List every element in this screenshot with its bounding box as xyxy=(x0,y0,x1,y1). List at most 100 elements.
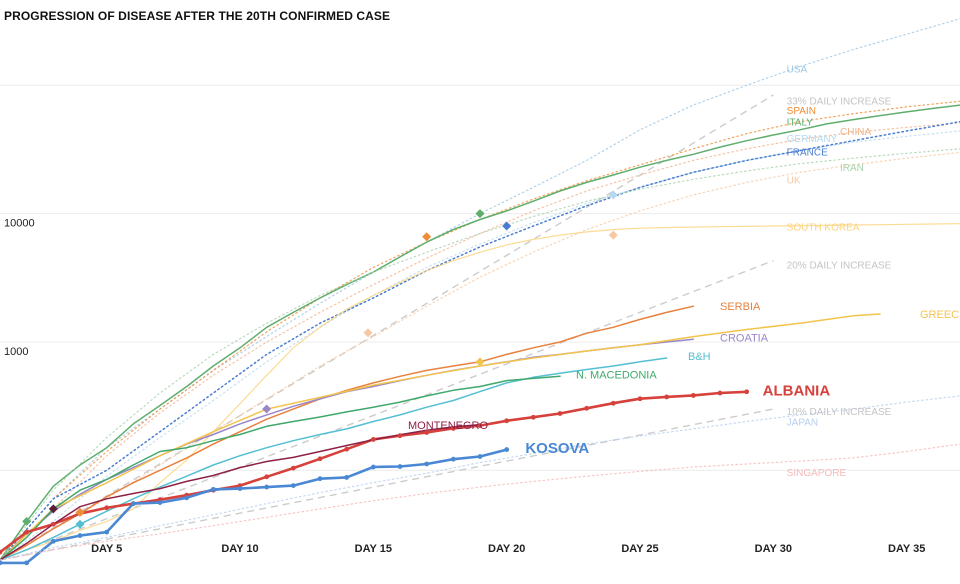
series-line-kosova xyxy=(0,448,509,565)
series-label-singapore: SINGAPORE xyxy=(787,468,847,479)
x-tick-label: DAY 10 xyxy=(221,543,258,555)
reference-line-33-daily-increase xyxy=(0,94,774,561)
series-label-iran: IRAN xyxy=(840,163,864,174)
series-line-b-h xyxy=(0,357,668,561)
series-label-spain: SPAIN xyxy=(787,106,816,117)
point-albania xyxy=(450,426,456,431)
diamond-marker xyxy=(608,230,618,240)
series-label-20-daily-increase: 20% DAILY INCREASE xyxy=(787,261,892,272)
series-line-n-macedonia xyxy=(0,375,561,561)
x-tick-label: DAY 5 xyxy=(91,543,122,555)
series-label-albania: ALBANIA xyxy=(763,383,831,400)
point-kosova xyxy=(344,475,350,480)
point-albania xyxy=(424,430,430,435)
diamond-marker xyxy=(262,404,272,414)
point-kosova xyxy=(290,483,296,488)
series-label-n-macedonia: N. MACEDONIA xyxy=(576,369,657,381)
series-label-china: CHINA xyxy=(840,127,871,138)
x-tick-label: DAY 15 xyxy=(355,543,392,555)
diamond-marker xyxy=(48,504,58,514)
reference-lines xyxy=(0,94,774,561)
series-label-greece: GREECE xyxy=(920,309,960,321)
point-kosova xyxy=(184,495,190,501)
series-line-china xyxy=(0,122,960,561)
series-label-germany: GERMANY xyxy=(787,134,838,145)
reference-line-10-daily-increase xyxy=(0,408,774,561)
point-albania xyxy=(317,456,323,462)
point-albania xyxy=(50,521,56,527)
point-albania xyxy=(370,437,376,442)
point-albania xyxy=(397,433,403,439)
series-label-south-korea: SOUTH KOREA xyxy=(787,223,860,234)
point-albania xyxy=(610,400,616,406)
diamond-marker xyxy=(422,232,432,242)
diamond-marker xyxy=(475,209,485,219)
y-tick-label: 1000 xyxy=(4,346,28,358)
series-line-greece xyxy=(0,313,881,561)
point-kosova xyxy=(477,454,483,459)
series-line-japan xyxy=(0,395,960,561)
diamond-marker xyxy=(22,516,32,526)
point-kosova xyxy=(130,501,136,507)
reference-line-20-daily-increase xyxy=(0,259,774,561)
x-tick-label: DAY 35 xyxy=(888,543,925,555)
point-kosova xyxy=(450,456,456,462)
series-line-france xyxy=(0,120,960,561)
series-label-kosova: KOSOVA xyxy=(525,440,589,457)
point-kosova xyxy=(104,529,110,535)
point-kosova xyxy=(237,486,243,492)
y-tick-label: 10000 xyxy=(4,218,35,230)
series-label-japan: JAPAN xyxy=(787,417,819,428)
point-albania xyxy=(637,396,643,402)
x-tick-label: DAY 20 xyxy=(488,543,525,555)
point-albania xyxy=(557,411,563,416)
point-kosova xyxy=(77,533,83,538)
point-albania xyxy=(504,418,510,424)
point-kosova xyxy=(317,476,323,482)
diamond-marker xyxy=(502,221,512,231)
point-albania xyxy=(264,474,270,480)
x-tick-label: DAY 25 xyxy=(621,543,658,555)
series-label-33-daily-increase: 33% DAILY INCREASE xyxy=(787,97,892,108)
point-albania xyxy=(664,394,670,400)
diamond-marker xyxy=(363,328,373,338)
series-label-italy: ITALY xyxy=(787,118,814,129)
series-label-croatia: CROATIA xyxy=(720,333,769,345)
diamond-marker xyxy=(475,357,485,367)
point-kosova xyxy=(50,538,56,544)
point-albania xyxy=(104,505,110,511)
point-albania xyxy=(24,529,30,535)
point-kosova xyxy=(157,500,163,506)
point-albania xyxy=(290,465,296,471)
series-label-serbia: SERBIA xyxy=(720,301,761,313)
series-line-singapore xyxy=(0,443,960,561)
series-line-iran xyxy=(0,148,960,561)
point-kosova xyxy=(0,560,3,566)
x-tick-label: DAY 30 xyxy=(755,543,792,555)
point-kosova xyxy=(397,464,403,469)
series-label-uk: UK xyxy=(787,175,801,186)
point-albania xyxy=(690,393,696,398)
point-albania xyxy=(344,446,350,452)
point-albania xyxy=(584,405,590,411)
series-label-france: FRANCE xyxy=(787,147,828,158)
series-line-montenegro xyxy=(0,423,481,561)
series-line-italy xyxy=(0,104,960,561)
point-albania xyxy=(477,423,483,428)
series-points xyxy=(0,389,750,566)
series-label-usa: USA xyxy=(787,65,808,76)
series-line-germany xyxy=(0,130,960,561)
series-label-10-daily-increase: 10% DAILY INCREASE xyxy=(787,407,892,418)
point-kosova xyxy=(264,484,270,490)
point-albania xyxy=(0,549,3,555)
point-kosova xyxy=(210,486,216,492)
point-albania xyxy=(717,390,723,396)
series-label-montenegro: MONTENEGRO xyxy=(408,420,489,432)
diamond-marker xyxy=(75,519,85,529)
point-kosova xyxy=(424,461,430,467)
point-kosova xyxy=(24,560,30,566)
diamond-marker xyxy=(75,507,85,517)
series-label-b-h: B&H xyxy=(688,351,711,363)
